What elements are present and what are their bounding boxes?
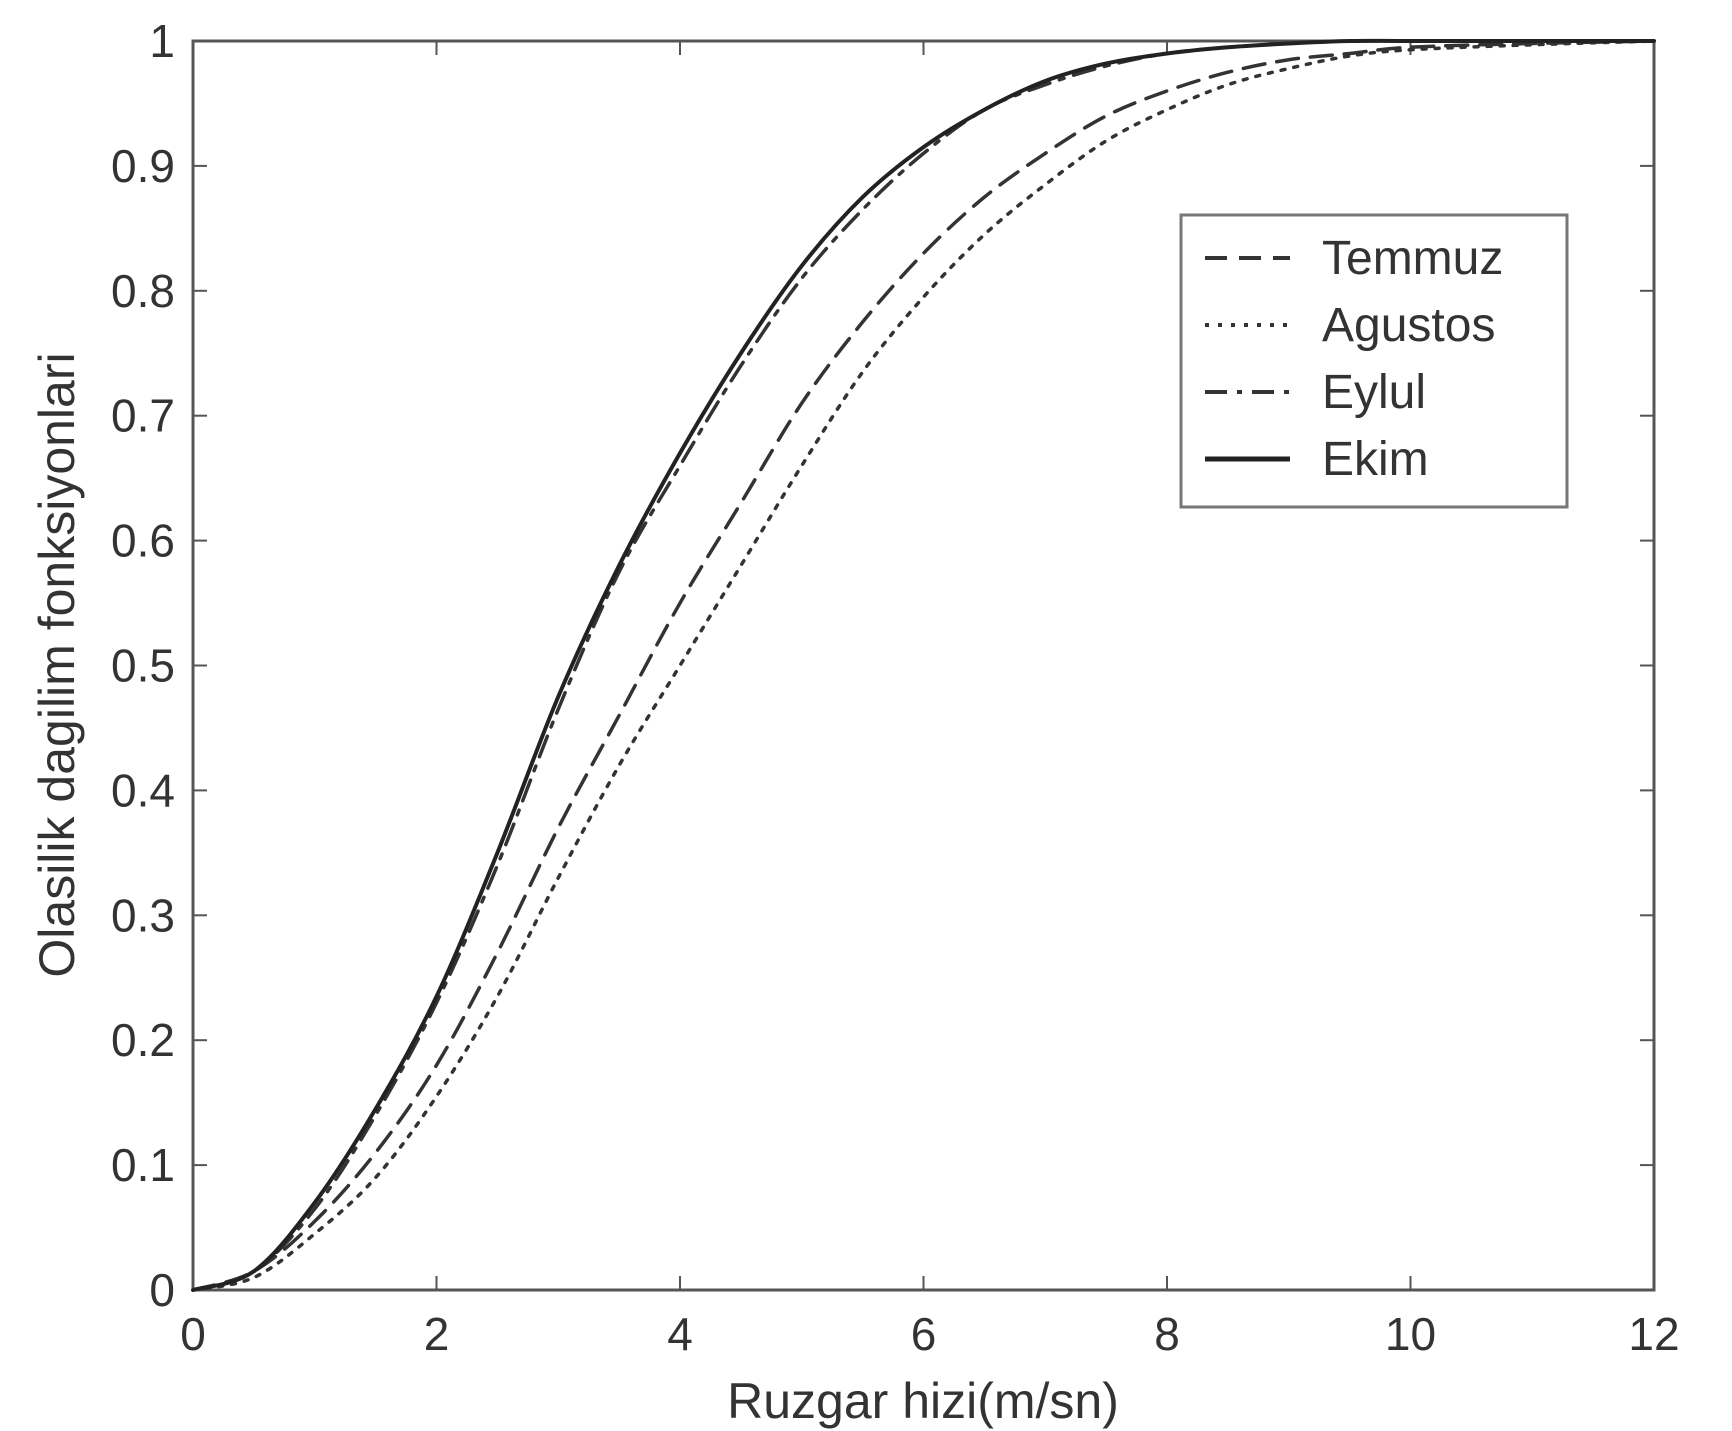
- x-tick-label: 6: [911, 1308, 937, 1360]
- y-tick-label: 0: [149, 1264, 175, 1316]
- y-tick-label: 0.6: [111, 515, 175, 567]
- y-tick-label: 0.7: [111, 390, 175, 442]
- y-axis-label: Olasilik dagilim fonksiyonlari: [29, 352, 85, 977]
- legend-label-ekim: Ekim: [1322, 433, 1429, 486]
- x-tick-label: 8: [1154, 1308, 1180, 1360]
- y-tick-label: 0.4: [111, 764, 175, 816]
- y-axis-ticks: 0 0.1 0.2 0.3 0.4 0.5 0.6 0.7 0.8 0.9 1: [111, 15, 1654, 1316]
- y-tick-label: 0.2: [111, 1014, 175, 1066]
- x-tick-label: 0: [180, 1308, 206, 1360]
- x-tick-label: 4: [667, 1308, 693, 1360]
- y-tick-label: 0.5: [111, 640, 175, 692]
- y-tick-label: 0.3: [111, 889, 175, 941]
- series-lines: [191, 38, 1656, 1292]
- legend-label-eylul: Eylul: [1322, 366, 1426, 419]
- series-line-temmuz: [191, 39, 1656, 1292]
- legend: Temmuz Agustos Eylul Ekim: [1179, 213, 1569, 509]
- x-tick-label: 12: [1628, 1308, 1679, 1360]
- x-tick-label: 10: [1385, 1308, 1436, 1360]
- series-line-ekim: [191, 38, 1656, 1292]
- legend-label-temmuz: Temmuz: [1322, 232, 1503, 285]
- y-tick-label: 1: [149, 15, 175, 67]
- series-line-agustos: [191, 39, 1656, 1292]
- x-axis-ticks: 0 2 4 6 8 10 12: [180, 41, 1680, 1360]
- y-tick-label: 0.9: [111, 140, 175, 192]
- x-tick-label: 2: [424, 1308, 450, 1360]
- y-tick-label: 0.1: [111, 1139, 175, 1191]
- x-axis-label: Ruzgar hizi(m/sn): [727, 1373, 1119, 1429]
- y-tick-label: 0.8: [111, 265, 175, 317]
- legend-label-agustos: Agustos: [1322, 299, 1495, 352]
- legend-items: Temmuz Agustos Eylul Ekim: [1205, 232, 1503, 486]
